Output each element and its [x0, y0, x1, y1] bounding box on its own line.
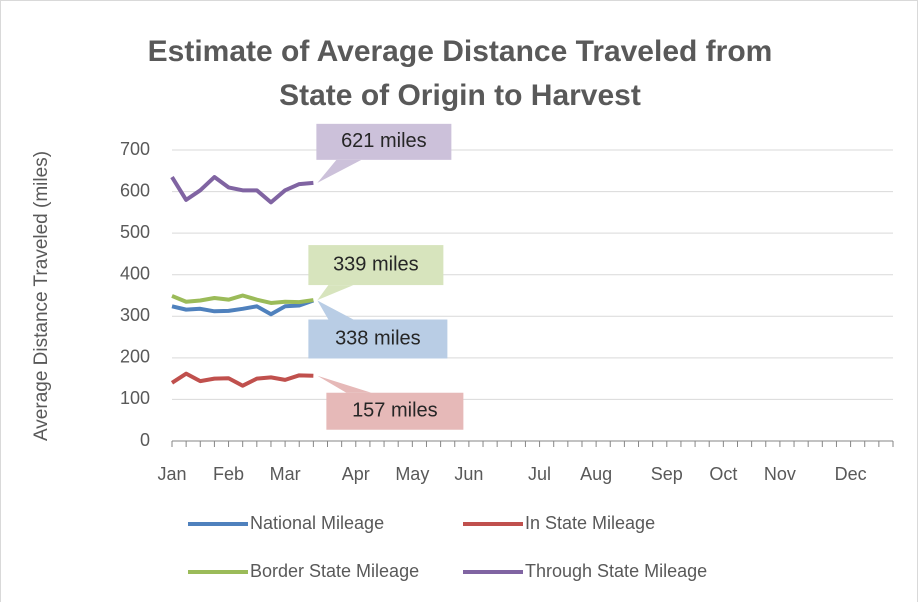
series-line: [171, 293, 314, 305]
y-tick-label: 400: [120, 263, 150, 283]
series-line: [170, 371, 314, 388]
callout-pointer: [317, 375, 372, 393]
callout-box: [316, 123, 452, 160]
x-tick-label: Oct: [709, 464, 737, 484]
callout-label: 621 miles: [341, 130, 427, 152]
legend-label: Border State Mileage: [250, 561, 419, 581]
series-line: [170, 175, 314, 205]
x-tick-label: Nov: [764, 464, 796, 484]
y-tick-label: 300: [120, 305, 150, 325]
callout: 339 miles: [308, 245, 444, 301]
callout: 621 miles: [316, 123, 452, 183]
y-tick-label: 500: [120, 222, 150, 242]
callout-label: 157 miles: [352, 400, 438, 422]
callout-box: [308, 245, 444, 286]
y-tick-label: 600: [120, 180, 150, 200]
legend-label: Through State Mileage: [525, 561, 707, 581]
x-tick-label: Jul: [528, 464, 551, 484]
y-tick-label: 700: [120, 139, 150, 159]
y-axis-label: Average Distance Traveled (miles): [31, 150, 52, 442]
callout-label: 339 miles: [333, 253, 419, 275]
x-tick-label: Jun: [454, 464, 483, 484]
x-tick-label: Aug: [580, 464, 612, 484]
chart-title: Estimate of Average Distance Traveled fr…: [147, 35, 773, 112]
y-tick-label: 100: [120, 388, 150, 408]
callout: 157 miles: [317, 375, 464, 430]
callout-pointer: [317, 159, 362, 183]
callout-label: 338 miles: [335, 327, 421, 349]
series-line: [171, 298, 315, 317]
callout: 338 miles: [308, 300, 448, 359]
x-tick-label: Apr: [342, 464, 370, 484]
legend-label: In State Mileage: [525, 513, 655, 533]
y-tick-label: 0: [140, 430, 150, 450]
y-tick-label: 200: [120, 347, 150, 367]
x-tick-label: Dec: [835, 464, 867, 484]
callout-pointer: [317, 285, 354, 301]
x-tick-label: Jan: [157, 464, 186, 484]
x-tick-label: Feb: [213, 464, 244, 484]
x-tick-label: Mar: [270, 464, 301, 484]
callout-pointer: [317, 300, 354, 320]
callout-box: [308, 319, 448, 359]
legend-label: National Mileage: [250, 513, 384, 533]
x-tick-label: Sep: [651, 464, 683, 484]
callout-box: [326, 392, 464, 430]
x-tick-label: May: [395, 464, 429, 484]
